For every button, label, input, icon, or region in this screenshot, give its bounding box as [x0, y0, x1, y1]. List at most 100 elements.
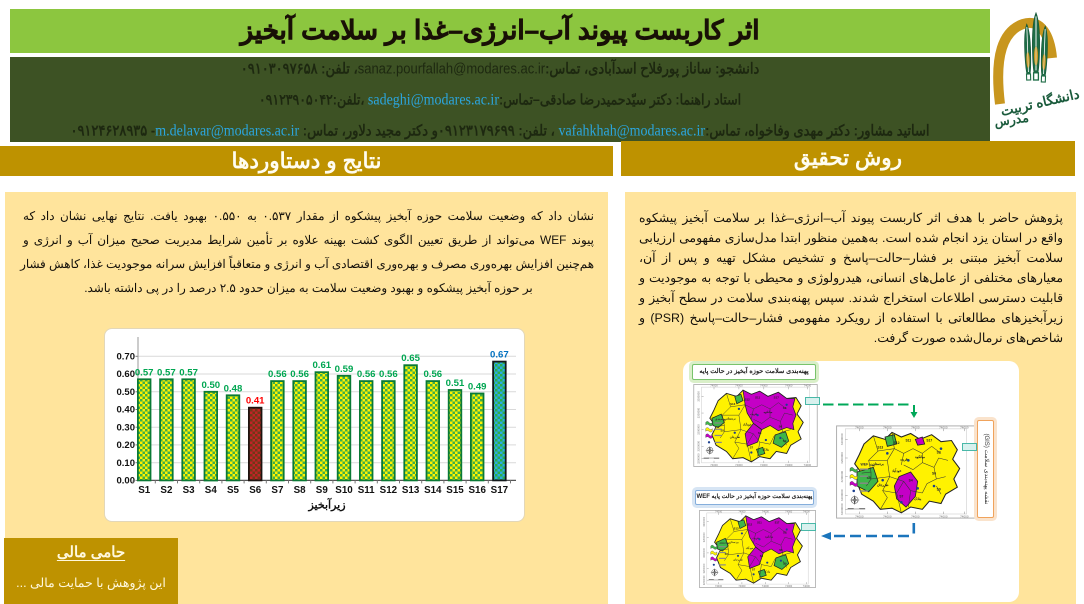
svg-text:74000: 74000	[911, 425, 920, 429]
svg-text:3200000: 3200000	[696, 407, 700, 418]
svg-text:3200000: 3200000	[840, 470, 844, 482]
svg-text:0.56: 0.56	[423, 369, 442, 380]
svg-text:74000: 74000	[715, 585, 723, 588]
svg-text:74000: 74000	[762, 585, 770, 588]
svg-text:0.20: 0.20	[117, 440, 136, 451]
svg-text:0.59: 0.59	[335, 364, 354, 375]
svg-text:S17: S17	[926, 439, 932, 443]
svg-text:S3: S3	[183, 485, 196, 496]
svg-text:3200000: 3200000	[696, 453, 700, 464]
svg-text:S7: S7	[899, 495, 903, 499]
svg-text:S11: S11	[906, 439, 912, 443]
svg-text:0.40: 0.40	[117, 405, 136, 416]
svg-text:S14: S14	[424, 485, 442, 496]
svg-text:S7: S7	[750, 445, 754, 449]
svg-text:3200000: 3200000	[703, 532, 706, 542]
svg-text:74000: 74000	[715, 511, 723, 514]
svg-text:S11: S11	[755, 396, 760, 400]
svg-text:74000: 74000	[710, 463, 718, 467]
svg-text:74000: 74000	[803, 585, 811, 588]
svg-text:74000: 74000	[762, 511, 770, 514]
svg-text:0.57: 0.57	[157, 367, 176, 378]
svg-text:S5: S5	[227, 485, 240, 496]
svg-text:0.30: 0.30	[117, 422, 136, 433]
svg-text:S6: S6	[932, 471, 936, 475]
svg-text:قربت: قربت	[750, 412, 757, 416]
svg-text:0.70: 0.70	[117, 352, 136, 363]
svg-text:قربت: قربت	[900, 457, 908, 461]
svg-text:S5: S5	[721, 429, 725, 433]
svg-text:S13: S13	[402, 485, 420, 496]
svg-text:S1: S1	[138, 485, 151, 496]
svg-text:S4: S4	[760, 554, 764, 558]
svg-text:3200000: 3200000	[703, 575, 706, 585]
svg-text:0.00: 0.00	[117, 476, 136, 487]
svg-text:خودآباد: خودآباد	[743, 422, 752, 427]
svg-text:0.50: 0.50	[117, 387, 136, 398]
svg-text:بردستان: بردستان	[872, 462, 883, 466]
svg-text:میانکوه: میانکوه	[765, 534, 774, 538]
svg-text:S12: S12	[745, 398, 751, 402]
svg-text:74000: 74000	[960, 515, 969, 519]
svg-text:S17: S17	[775, 521, 780, 525]
svg-text:S9: S9	[783, 439, 787, 443]
svg-text:بردستان: بردستان	[729, 540, 739, 544]
svg-text:0.51: 0.51	[446, 378, 465, 389]
svg-text:74000: 74000	[883, 425, 892, 429]
svg-text:0.10: 0.10	[117, 458, 136, 469]
svg-text:WEF پهنه: WEF پهنه	[861, 463, 876, 468]
svg-text:S5: S5	[867, 476, 871, 480]
svg-text:3200000: 3200000	[696, 441, 700, 452]
svg-text:میانکوه: میانکوه	[915, 455, 925, 459]
svg-text:0.65: 0.65	[401, 353, 420, 364]
svg-text:پهنه‌بندی: پهنه‌بندی	[715, 417, 726, 421]
svg-text:74000: 74000	[939, 425, 948, 429]
svg-text:74000: 74000	[785, 585, 793, 588]
svg-text:74000: 74000	[735, 463, 743, 467]
svg-text:S13: S13	[730, 402, 736, 406]
svg-text:S15: S15	[446, 485, 464, 496]
svg-text:3200000: 3200000	[696, 391, 700, 402]
svg-text:74000: 74000	[710, 384, 718, 388]
svg-text:74000: 74000	[738, 585, 746, 588]
svg-text:74000: 74000	[855, 425, 864, 429]
svg-text:3200000: 3200000	[840, 503, 844, 515]
svg-text:0.57: 0.57	[135, 367, 154, 378]
svg-text:74000: 74000	[960, 425, 969, 429]
svg-text:S16: S16	[468, 485, 486, 496]
svg-text:مدرس: مدرس	[993, 111, 1030, 131]
svg-text:S6: S6	[249, 485, 262, 496]
svg-text:پهنه‌بندی: پهنه‌بندی	[719, 541, 729, 545]
svg-text:طزرجان: طزرجان	[730, 435, 741, 439]
svg-text:74000: 74000	[883, 515, 892, 519]
svg-text:خودآباد: خودآباد	[746, 545, 754, 550]
svg-text:S11: S11	[358, 485, 375, 496]
svg-text:S2: S2	[160, 485, 173, 496]
svg-text:قربت: قربت	[752, 536, 759, 540]
svg-text:S12: S12	[747, 523, 752, 527]
svg-text:74000: 74000	[855, 515, 864, 519]
svg-text:بنادک: بنادک	[763, 447, 770, 451]
svg-text:3200000: 3200000	[703, 547, 706, 557]
svg-text:میانکوه: میانکوه	[764, 410, 773, 414]
svg-text:S17: S17	[774, 396, 780, 400]
svg-text:74000: 74000	[785, 384, 793, 388]
svg-text:طزرجان: طزرجان	[733, 558, 743, 562]
svg-text:S9: S9	[937, 488, 941, 492]
svg-text:S6: S6	[779, 548, 783, 552]
svg-text:3200000: 3200000	[840, 489, 844, 501]
svg-text:بنادک: بنادک	[914, 497, 921, 501]
svg-text:0.48: 0.48	[224, 383, 243, 394]
svg-text:0.50: 0.50	[201, 380, 220, 391]
svg-text:0.67: 0.67	[490, 350, 509, 361]
svg-text:0.56: 0.56	[379, 369, 398, 380]
svg-text:74000: 74000	[738, 511, 746, 514]
svg-text:S2: S2	[937, 450, 941, 454]
svg-text:S10: S10	[335, 485, 353, 496]
svg-text:S6: S6	[779, 425, 783, 429]
svg-text:3200000: 3200000	[703, 516, 706, 526]
svg-text:3200000: 3200000	[696, 424, 700, 435]
svg-text:3200000: 3200000	[840, 433, 844, 445]
svg-text:S4: S4	[205, 485, 218, 496]
svg-text:74000: 74000	[735, 384, 743, 388]
